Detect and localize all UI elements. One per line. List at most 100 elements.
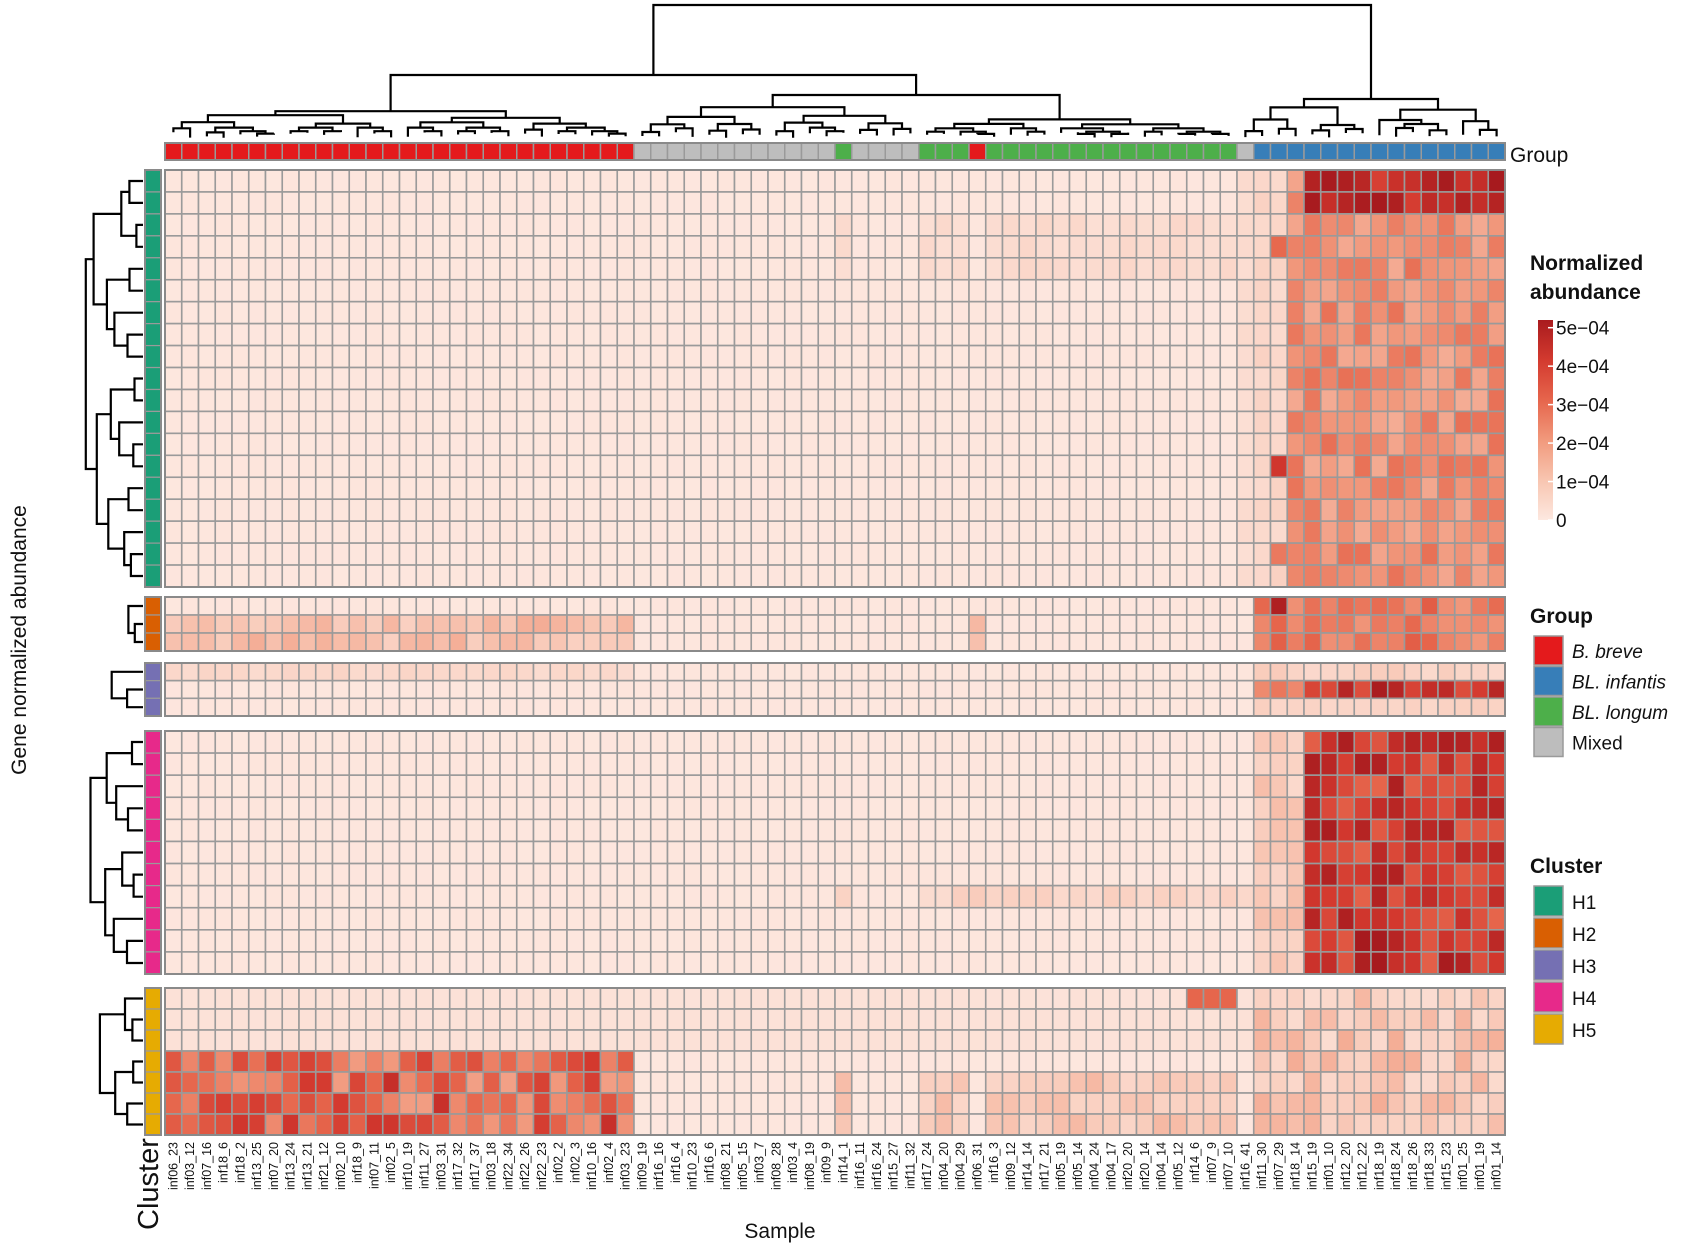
heatmap-cell [984, 1113, 1004, 1136]
heatmap-cell [984, 752, 1004, 776]
heatmap-cell [767, 564, 786, 588]
heatmap-cell [716, 278, 736, 303]
heatmap-cell [666, 235, 686, 259]
group-annotation-cell [1437, 142, 1456, 161]
heatmap-cell [1453, 278, 1473, 303]
heatmap-cell [298, 796, 317, 821]
heatmap-cell [1286, 818, 1305, 843]
group-annotation-cell [599, 142, 618, 161]
heatmap-cell [917, 614, 937, 634]
heatmap-cell [164, 1113, 183, 1136]
heatmap-cell [314, 432, 334, 457]
heatmap-cell [1035, 840, 1054, 865]
heatmap-cell [1219, 884, 1238, 909]
heatmap-cell [197, 564, 217, 588]
heatmap-cell [934, 256, 954, 281]
heatmap-cell [398, 344, 418, 369]
heatmap-cell [331, 1050, 351, 1073]
cluster-annotation-cell [144, 410, 162, 434]
heatmap-cell [599, 278, 619, 303]
heatmap-cell [783, 796, 803, 821]
heatmap-cell [482, 1071, 501, 1094]
heatmap-cell [1236, 388, 1255, 413]
heatmap-cell [532, 697, 552, 717]
heatmap-cell [733, 454, 753, 479]
heatmap-cell [968, 679, 987, 700]
heatmap-cell [783, 697, 803, 717]
heatmap-cell [666, 322, 686, 347]
sample-label: inf10_16 [585, 1142, 599, 1190]
heatmap-cell [1169, 322, 1188, 347]
heatmap-cell [649, 679, 669, 700]
heatmap-cell [750, 366, 769, 391]
heatmap-cell [264, 1113, 284, 1136]
heatmap-cell [1403, 542, 1423, 566]
heatmap-cell [582, 520, 602, 544]
heatmap-cell [1470, 596, 1490, 616]
heatmap-cell [1470, 730, 1490, 754]
heatmap-cell [1370, 322, 1389, 347]
heatmap-cell [716, 322, 736, 347]
heatmap-cell [1018, 410, 1037, 435]
heatmap-cell [1135, 213, 1155, 237]
dendrogram-branch [133, 622, 143, 644]
heatmap-cell [1487, 884, 1506, 909]
heatmap-cell [951, 679, 970, 700]
heatmap-cell [767, 632, 786, 652]
heatmap-cell [867, 679, 887, 700]
heatmap-cell [582, 1071, 602, 1094]
heatmap-cell [348, 366, 367, 391]
heatmap-cell [180, 388, 200, 413]
heatmap-cell [1152, 410, 1171, 435]
heatmap-cell [549, 520, 568, 544]
heatmap-cell [1386, 322, 1406, 347]
heatmap-cell [214, 191, 233, 215]
heatmap-cell [348, 1071, 367, 1094]
heatmap-cell [767, 432, 786, 457]
gene-dendrogram [84, 179, 143, 1126]
heatmap-cell [365, 388, 384, 413]
heatmap-cell [901, 454, 920, 479]
group-annotation-cell [1135, 142, 1154, 161]
heatmap-cell [298, 840, 317, 865]
heatmap-cell [532, 300, 552, 325]
heatmap-cell [1303, 278, 1322, 303]
heatmap-cell [1336, 432, 1356, 457]
heatmap-cell [1185, 256, 1205, 281]
heatmap-cell [633, 169, 652, 193]
heatmap-cell [633, 1071, 652, 1094]
heatmap-cell [1169, 191, 1188, 215]
heatmap-cell [398, 1008, 418, 1031]
heatmap-cell [264, 235, 284, 259]
heatmap-cell [1453, 774, 1473, 799]
heatmap-cell [834, 818, 853, 843]
heatmap-cell [1169, 951, 1188, 975]
dendrogram-branch [115, 785, 143, 821]
heatmap-cell [1219, 256, 1238, 281]
cluster-annotation-cell [144, 366, 162, 391]
heatmap-cell [1487, 614, 1506, 634]
heatmap-cell [549, 1113, 568, 1136]
heatmap-cell [800, 542, 820, 566]
heatmap-cell [231, 256, 250, 281]
heatmap-cell [180, 1071, 200, 1094]
heatmap-cell [1269, 929, 1289, 953]
heatmap-cell [314, 697, 334, 717]
group-annotation-cell [482, 142, 501, 161]
heatmap-cell [214, 432, 233, 457]
dendrogram-branch [84, 258, 97, 471]
heatmap-cell [649, 796, 669, 821]
heatmap-cell [281, 366, 300, 391]
heatmap-cell [984, 632, 1004, 652]
heatmap-cell [1001, 632, 1021, 652]
heatmap-cell [1336, 1092, 1356, 1115]
heatmap-cell [716, 697, 736, 717]
heatmap-cell [1169, 1071, 1188, 1094]
heatmap-cell [549, 906, 568, 931]
heatmap-cell [247, 906, 267, 931]
heatmap-cell [1102, 169, 1121, 193]
heatmap-cell [733, 322, 753, 347]
heatmap-cell [1085, 951, 1104, 975]
heatmap-cell [633, 235, 652, 259]
heatmap-cell [716, 235, 736, 259]
